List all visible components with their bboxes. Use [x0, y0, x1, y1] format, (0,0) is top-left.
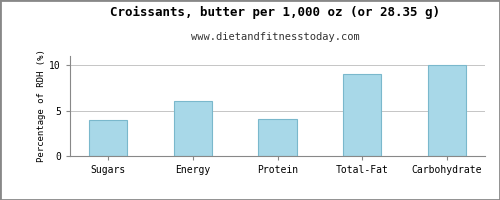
Bar [174, 101, 212, 156]
Bar [428, 65, 466, 156]
Bar [89, 120, 127, 156]
Y-axis label: Percentage of RDH (%): Percentage of RDH (%) [38, 50, 46, 162]
Text: Croissants, butter per 1,000 oz (or 28.35 g): Croissants, butter per 1,000 oz (or 28.3… [110, 6, 440, 19]
Text: www.dietandfitnesstoday.com: www.dietandfitnesstoday.com [190, 32, 360, 42]
Bar [258, 119, 296, 156]
Bar [343, 74, 382, 156]
